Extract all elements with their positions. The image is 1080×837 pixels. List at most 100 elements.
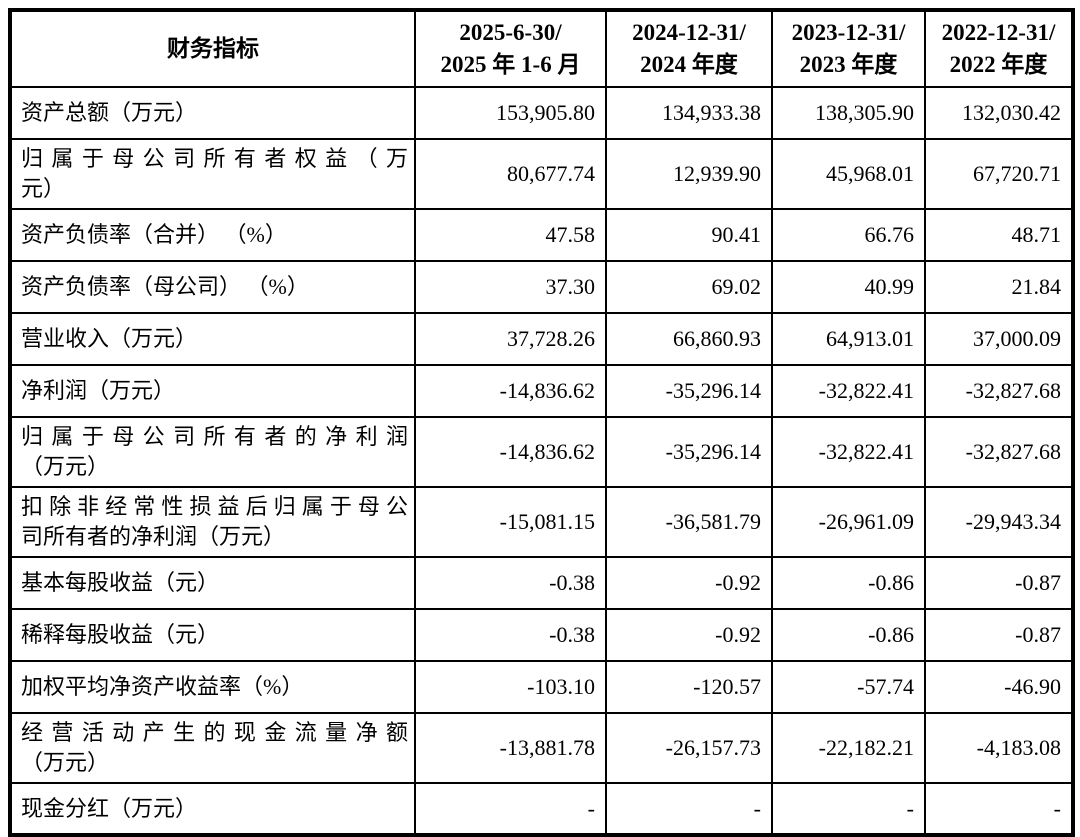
value-cell: -0.38 (414, 556, 607, 610)
indicator-line: 加权平均净资产收益率（%） (21, 674, 304, 699)
header-row: 财务指标 2025-6-30/ 2025 年 1-6 月 2024-12-31/… (9, 9, 1074, 88)
value-cell: 67,720.71 (924, 138, 1074, 210)
value-cell: 45,968.01 (771, 138, 926, 210)
table-row: 扣除非经常性损益后归属于母公 司所有者的净利润（万元） -15,081.15 -36… (9, 486, 1074, 558)
value-cell: 134,933.38 (605, 86, 773, 140)
value-cell: -32,822.41 (771, 364, 926, 418)
value-cell: -35,296.14 (605, 416, 773, 488)
value-cell: 132,030.42 (924, 86, 1074, 140)
header-period-span: 2024 年度 (640, 52, 738, 77)
value-cell: 66,860.93 (605, 312, 773, 366)
table-row: 归属于母公司所有者的净利润 （万元） -14,836.62 -35,296.14 -3… (9, 416, 1074, 488)
indicator-line: 经营活动产生的现金流量净额 (21, 720, 408, 745)
value-cell: 37,728.26 (414, 312, 607, 366)
value-cell: -32,827.68 (924, 416, 1074, 488)
value-cell: 80,677.74 (414, 138, 607, 210)
table-row: 资产负债率（合并） （%） 47.58 90.41 66.76 48.71 (9, 208, 1074, 262)
indicator-line: 元） (21, 176, 66, 201)
indicator-line: 稀释每股收益（元） (21, 622, 220, 647)
indicator-line: 资产负债率（母公司） （%） (21, 274, 309, 299)
indicator-cell: 净利润（万元） (9, 364, 416, 418)
value-cell: -0.92 (605, 608, 773, 662)
indicator-line: 现金分红（万元） (21, 795, 198, 821)
value-cell: -35,296.14 (605, 364, 773, 418)
header-period-date: 2024-12-31/ (632, 20, 746, 45)
indicator-cell: 资产总额（万元） (9, 86, 416, 140)
header-period-date: 2023-12-31/ (791, 20, 906, 45)
value-cell: 153,905.80 (414, 86, 607, 140)
table-row: 归属于母公司所有者权益（万 元） 80,677.74 12,939.90 45,968… (9, 138, 1074, 210)
indicator-line: 资产负债率（合并） （%） (21, 222, 287, 247)
value-cell: 37.30 (414, 260, 607, 314)
value-cell: -120.57 (605, 660, 773, 714)
header-period-span: 2023 年度 (799, 52, 898, 77)
table-body: 资产总额（万元） 153,905.80 134,933.38 138,305.90 1… (9, 86, 1074, 836)
indicator-cell: 加权平均净资产收益率（%） (9, 660, 416, 714)
table-row: 净利润（万元） -14,836.62 -35,296.14 -32,822.41 -3… (9, 364, 1074, 418)
value-cell: -14,836.62 (414, 364, 607, 418)
indicator-line: 司所有者的净利润（万元） (21, 524, 286, 549)
value-cell: -0.38 (414, 608, 607, 662)
header-period-2022: 2022-12-31/ 2022 年度 (924, 9, 1074, 88)
table-row: 资产总额（万元） 153,905.80 134,933.38 138,305.90 1… (9, 86, 1074, 140)
value-cell: 64,913.01 (771, 312, 926, 366)
value-cell: -4,183.08 (924, 712, 1074, 784)
value-cell: -26,961.09 (771, 486, 926, 558)
value-cell: -0.86 (771, 608, 926, 662)
value-cell: -13,881.78 (414, 712, 607, 784)
indicator-line: 基本每股收益（元） (21, 570, 220, 595)
header-period-date: 2025-6-30/ (459, 20, 562, 45)
indicator-cell: 扣除非经常性损益后归属于母公 司所有者的净利润（万元） (9, 486, 416, 558)
indicator-line: 资产总额（万元） (21, 100, 198, 125)
value-cell: - (605, 782, 773, 836)
value-cell: -36,581.79 (605, 486, 773, 558)
indicator-line: （万元） (21, 454, 110, 479)
header-period-span: 2022 年度 (949, 52, 1048, 77)
indicator-cell: 资产负债率（合并） （%） (9, 208, 416, 262)
value-cell: -0.86 (771, 556, 926, 610)
header-indicator-label: 财务指标 (167, 36, 259, 61)
value-cell: -0.87 (924, 608, 1074, 662)
header-period-2023: 2023-12-31/ 2023 年度 (771, 9, 926, 88)
indicator-line: 净利润（万元） (21, 378, 176, 403)
header-period-2024: 2024-12-31/ 2024 年度 (605, 9, 773, 88)
value-cell: -57.74 (771, 660, 926, 714)
value-cell: 90.41 (605, 208, 773, 262)
value-cell: -103.10 (414, 660, 607, 714)
value-cell: -32,827.68 (924, 364, 1074, 418)
table-row: 营业收入（万元） 37,728.26 66,860.93 64,913.01 37,0… (9, 312, 1074, 366)
indicator-line: （万元） (21, 750, 110, 775)
table-row: 现金分红（万元） ---- (9, 782, 1074, 836)
value-cell: 69.02 (605, 260, 773, 314)
value-cell: 37,000.09 (924, 312, 1074, 366)
value-cell: 21.84 (924, 260, 1074, 314)
value-cell: -0.92 (605, 556, 773, 610)
indicator-cell: 经营活动产生的现金流量净额 （万元） (9, 712, 416, 784)
value-cell: -26,157.73 (605, 712, 773, 784)
value-cell: -0.87 (924, 556, 1074, 610)
indicator-cell: 归属于母公司所有者的净利润 （万元） (9, 416, 416, 488)
value-cell: 66.76 (771, 208, 926, 262)
table-row: 加权平均净资产收益率（%） -103.10 -120.57 -57.74 -46.90 (9, 660, 1074, 714)
indicator-cell: 基本每股收益（元） (9, 556, 416, 610)
value-cell: -15,081.15 (414, 486, 607, 558)
value-cell: - (414, 782, 607, 836)
value-cell: - (924, 782, 1074, 836)
indicator-line: 营业收入（万元） (21, 326, 198, 351)
value-cell: -29,943.34 (924, 486, 1074, 558)
header-indicator: 财务指标 (9, 9, 416, 88)
table-row: 稀释每股收益（元） -0.38 -0.92 -0.86 -0.87 (9, 608, 1074, 662)
value-cell: -46.90 (924, 660, 1074, 714)
header-period-date: 2022-12-31/ (941, 20, 1056, 45)
table-row: 基本每股收益（元） -0.38 -0.92 -0.86 -0.87 (9, 556, 1074, 610)
table-row: 资产负债率（母公司） （%） 37.30 69.02 40.99 21.84 (9, 260, 1074, 314)
indicator-cell: 稀释每股收益（元） (9, 608, 416, 662)
value-cell: 47.58 (414, 208, 607, 262)
header-period-span: 2025 年 1-6 月 (440, 52, 581, 77)
value-cell: 138,305.90 (771, 86, 926, 140)
table-row: 经营活动产生的现金流量净额 （万元） -13,881.78 -26,157.73 -2… (9, 712, 1074, 784)
value-cell: 12,939.90 (605, 138, 773, 210)
indicator-cell: 资产负债率（母公司） （%） (9, 260, 416, 314)
indicator-line: 归属于母公司所有者权益（万 (21, 146, 408, 171)
